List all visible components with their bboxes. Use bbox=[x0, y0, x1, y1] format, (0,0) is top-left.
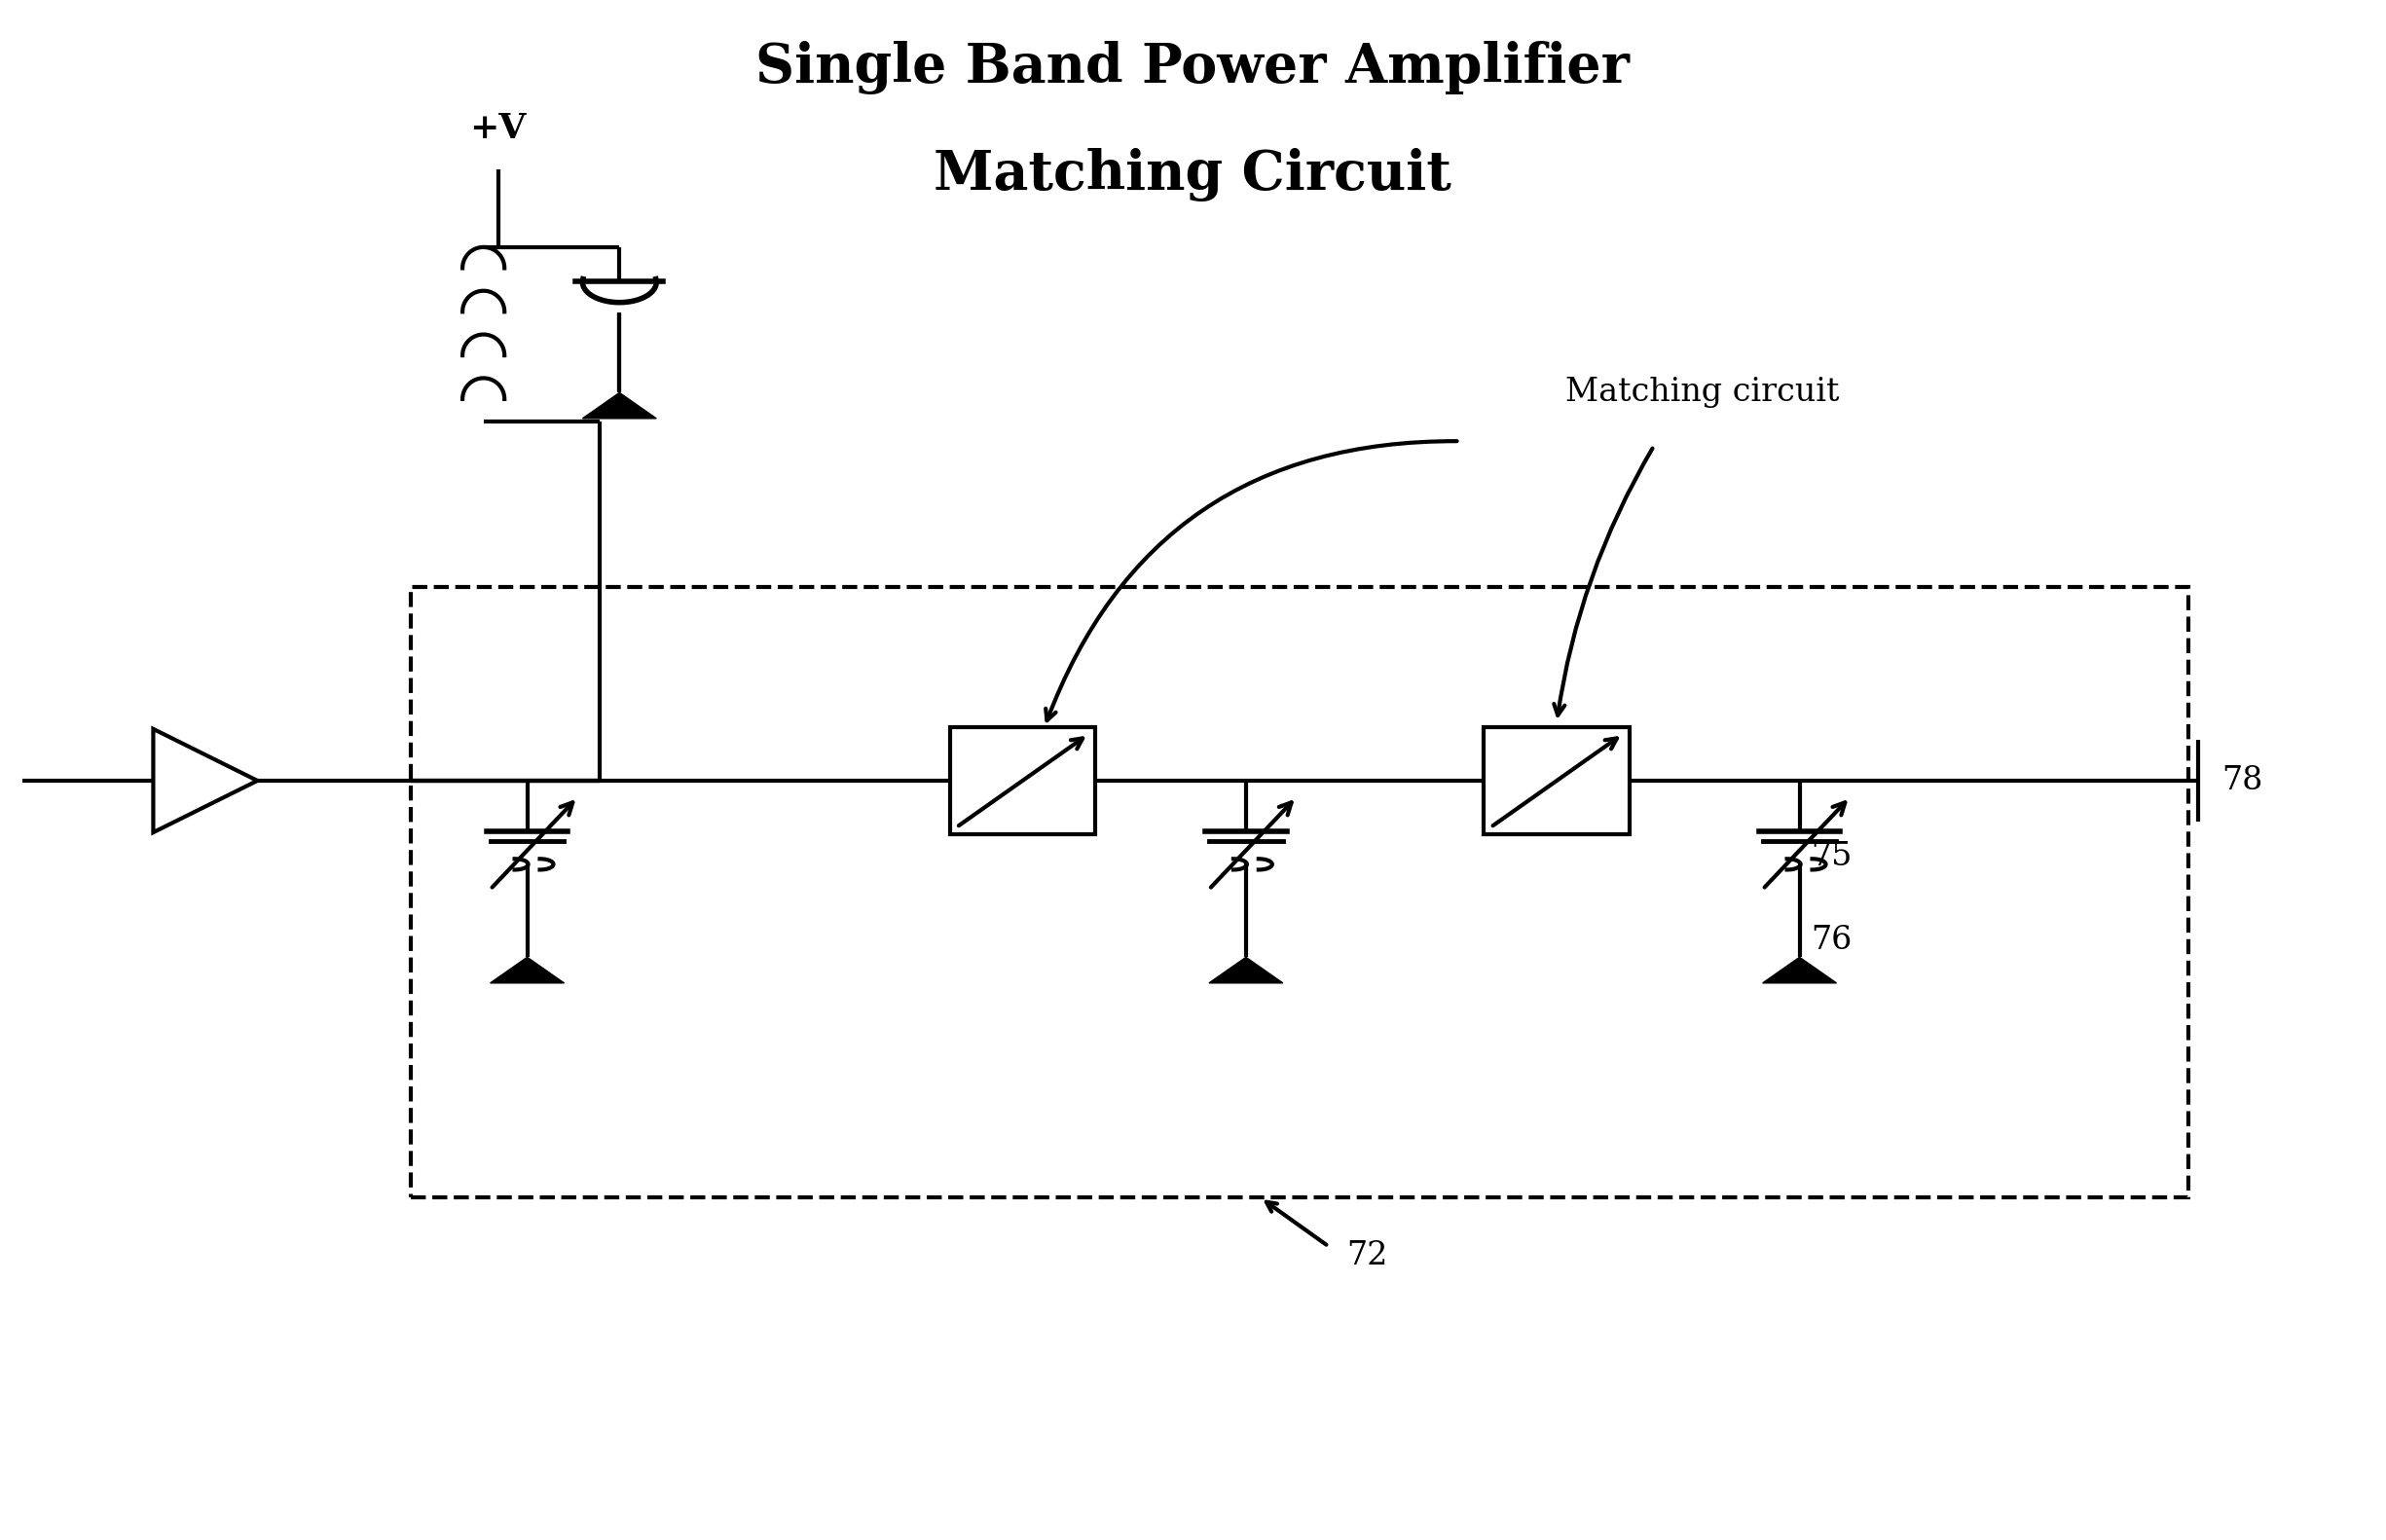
Text: Single Band Power Amplifier: Single Band Power Amplifier bbox=[756, 42, 1630, 94]
Polygon shape bbox=[489, 958, 563, 983]
Text: Matching Circuit: Matching Circuit bbox=[933, 148, 1451, 202]
Bar bbox=[1484, 727, 1630, 835]
Text: 76: 76 bbox=[1811, 926, 1852, 956]
Text: Matching circuit: Matching circuit bbox=[1565, 377, 1840, 408]
Text: 78: 78 bbox=[2221, 765, 2264, 796]
Text: 72: 72 bbox=[1346, 1240, 1389, 1272]
Polygon shape bbox=[1210, 958, 1284, 983]
Bar bbox=[410, 587, 2188, 1198]
Text: +V: +V bbox=[470, 112, 527, 145]
Bar bbox=[950, 727, 1095, 835]
Polygon shape bbox=[582, 393, 656, 419]
Polygon shape bbox=[1763, 958, 1837, 983]
Text: 75: 75 bbox=[1811, 841, 1852, 872]
